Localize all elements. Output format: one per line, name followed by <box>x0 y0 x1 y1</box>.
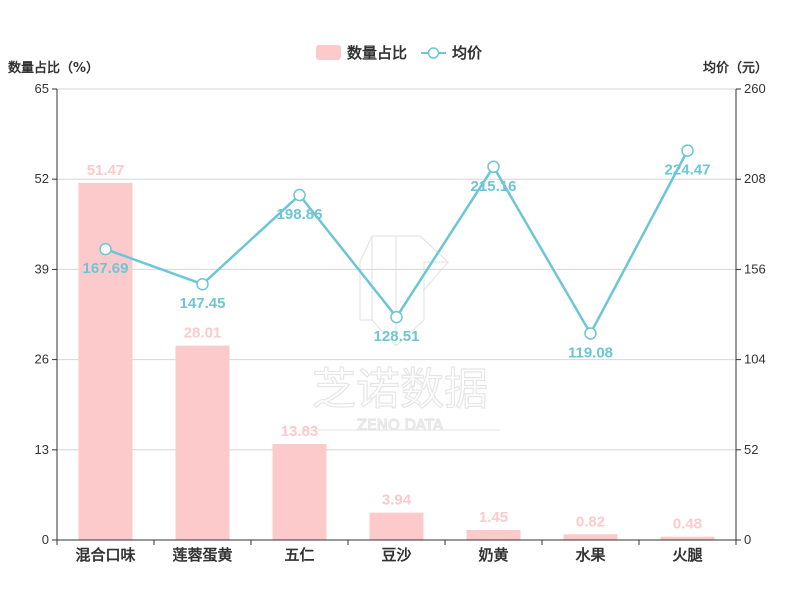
y-right-tick-label: 52 <box>744 442 758 457</box>
line-point <box>584 327 597 340</box>
legend: 数量占比 均价 <box>316 44 483 62</box>
legend-bar-swatch <box>316 45 341 60</box>
y-right-tick-label: 156 <box>744 261 766 276</box>
y-left-tick-label: 52 <box>35 171 49 186</box>
bar-data-label: 1.45 <box>479 509 508 526</box>
x-tick-label: 豆沙 <box>381 546 411 564</box>
y-right-tick-label: 260 <box>744 81 766 96</box>
y-left-tick-label: 0 <box>42 532 49 547</box>
line-point <box>99 242 112 256</box>
line-data-label: 128.51 <box>374 328 420 345</box>
y-right-tick-label: 104 <box>744 352 766 367</box>
y-left-tick-label: 39 <box>35 261 49 276</box>
data-labels: 51.47 28.01 13.83 3.94 1.45 0.82 0.48 167.69 147… <box>83 162 711 533</box>
x-tick-label: 五仁 <box>284 546 314 564</box>
line-data-label: 215.16 <box>471 178 517 195</box>
bar-data-label: 28.01 <box>184 325 222 342</box>
y-left-tick-label: 26 <box>35 352 49 367</box>
bar-data-label: 0.82 <box>576 513 605 530</box>
y-right-axis-title: 均价（元） <box>703 60 768 76</box>
line-point <box>487 160 500 174</box>
legend-bar-label: 数量占比 <box>347 44 407 62</box>
bar-data-label: 0.48 <box>673 516 702 533</box>
bar-data-label: 51.47 <box>87 162 125 179</box>
axes: 0 0 13 52 26 104 39 156 52 208 65 260 混合口味 莲蓉蛋黄 五仁 豆沙 奶黄… <box>35 81 766 564</box>
bar <box>78 182 133 540</box>
line-data-label: 119.08 <box>568 344 613 361</box>
line-point <box>681 144 694 157</box>
legend-line-marker <box>427 47 440 59</box>
bar <box>369 512 424 540</box>
watermark: 芝诺数据 ZENO DATA <box>300 235 500 435</box>
bars <box>78 182 715 540</box>
bar <box>272 444 327 540</box>
x-tick-label: 莲蓉蛋黄 <box>172 546 232 564</box>
line-point <box>196 277 209 291</box>
x-tick-label: 水果 <box>575 546 606 564</box>
bar <box>660 536 715 540</box>
bar-data-label: 13.83 <box>281 423 319 440</box>
x-tick-label: 火腿 <box>672 546 702 564</box>
y-left-tick-label: 65 <box>35 81 49 96</box>
line-data-label: 147.45 <box>180 295 226 312</box>
line-point <box>390 310 403 324</box>
y-right-tick-label: 0 <box>744 532 751 547</box>
bar <box>563 534 618 540</box>
bar <box>175 345 230 540</box>
watermark-subtext: ZENO DATA <box>357 416 444 434</box>
line-series <box>99 144 694 340</box>
bar-data-label: 3.94 <box>382 492 412 509</box>
line-data-label: 167.69 <box>83 260 129 277</box>
line-data-label: 224.47 <box>665 162 711 179</box>
legend-item-bar[interactable]: 数量占比 <box>316 44 407 62</box>
y-left-tick-label: 13 <box>35 442 49 457</box>
line-point <box>293 188 306 202</box>
x-tick-label: 奶黄 <box>478 546 508 564</box>
bar <box>466 529 521 540</box>
grid <box>57 88 736 451</box>
x-tick-label: 混合口味 <box>75 546 135 564</box>
legend-line-label: 均价 <box>452 44 483 62</box>
y-left-axis-title: 数量占比（%） <box>8 60 99 76</box>
y-right-tick-label: 208 <box>744 171 766 186</box>
legend-item-line[interactable]: 均价 <box>421 44 483 62</box>
line-data-label: 198.86 <box>277 206 323 223</box>
watermark-text: 芝诺数据 <box>312 364 488 415</box>
